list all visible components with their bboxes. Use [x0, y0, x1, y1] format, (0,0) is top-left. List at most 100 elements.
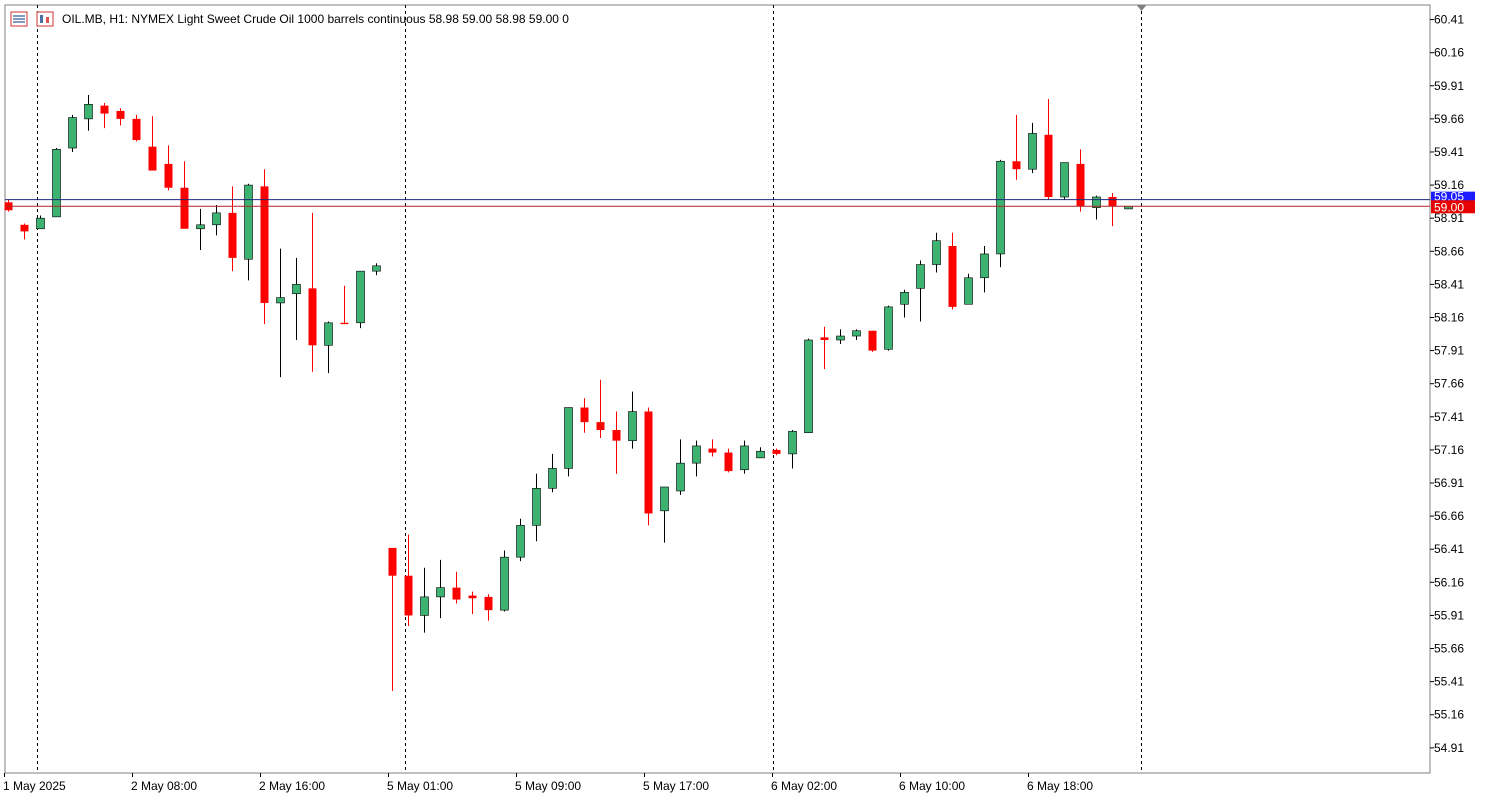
- candle-body: [660, 486, 669, 512]
- chart-header: OIL.MB, H1: NYMEX Light Sweet Crude Oil …: [10, 9, 569, 29]
- candle-body: [948, 245, 957, 307]
- time-tick-label: 5 May 09:00: [515, 779, 581, 793]
- candle-body: [244, 184, 253, 260]
- candle-body: [996, 160, 1005, 255]
- candle-body: [596, 422, 605, 431]
- candle-body: [132, 118, 141, 141]
- candle-body: [740, 445, 749, 471]
- candle-body: [228, 212, 237, 258]
- candle-body: [1012, 161, 1021, 170]
- price-tick-label: 57.16: [1434, 443, 1464, 457]
- price-tick-label: 55.16: [1434, 708, 1464, 722]
- shift-marker-triangle: [1136, 5, 1147, 11]
- time-axis[interactable]: 1 May 2025 2 May 08:00 2 May 16:00 5 May 01…: [3, 773, 1093, 793]
- candle-body: [308, 288, 317, 346]
- candle-body: [532, 488, 541, 526]
- candle-body: [1076, 163, 1085, 207]
- bid-price-label: 59.00: [1434, 200, 1464, 214]
- price-tick-label: 57.41: [1434, 410, 1464, 424]
- candle-body: [676, 462, 685, 492]
- candle-body: [612, 430, 621, 441]
- candle-body: [916, 264, 925, 289]
- price-tick-label: 56.66: [1434, 509, 1464, 523]
- time-tick-label: 5 May 01:00: [387, 779, 453, 793]
- time-tick-label: 1 May 2025: [3, 779, 66, 793]
- candle-body: [964, 277, 973, 305]
- ask-price-box: [1431, 191, 1475, 202]
- candle-body: [548, 468, 557, 489]
- candle-body: [1044, 134, 1053, 197]
- candle-body: [516, 525, 525, 558]
- candle-body: [356, 270, 365, 324]
- candle-body: [980, 253, 989, 279]
- candle-body: [820, 337, 829, 341]
- candle-body: [196, 224, 205, 230]
- time-tick-label: 2 May 16:00: [259, 779, 325, 793]
- candle-body: [772, 449, 781, 454]
- price-tick-label: 59.91: [1434, 79, 1464, 93]
- candle-body: [116, 110, 125, 119]
- candle-body: [100, 105, 109, 114]
- candle-body: [628, 411, 637, 441]
- time-tick-label: 5 May 17:00: [643, 779, 709, 793]
- chart-shift-marker: [1136, 5, 1147, 11]
- candle-body: [260, 186, 269, 303]
- price-tick-label: 56.16: [1434, 575, 1464, 589]
- candle-body: [372, 265, 381, 272]
- time-tick-label: 2 May 08:00: [131, 779, 197, 793]
- price-tick-label: 60.41: [1434, 13, 1464, 27]
- time-tick-label: 6 May 10:00: [899, 779, 965, 793]
- candle-body: [788, 431, 797, 455]
- candle-body: [724, 452, 733, 472]
- ask-price-label: 59.05: [1434, 190, 1464, 204]
- candle-body: [436, 587, 445, 598]
- price-tick-label: 59.41: [1434, 145, 1464, 159]
- candles-layer: [4, 95, 1133, 691]
- price-tick-label: 56.41: [1434, 542, 1464, 556]
- candle-body: [420, 596, 429, 616]
- price-lines: [5, 199, 1430, 207]
- candle-body: [68, 117, 77, 149]
- candle-body: [148, 146, 157, 171]
- candle-body: [900, 292, 909, 305]
- candle-body: [500, 556, 509, 611]
- candle-body: [884, 306, 893, 350]
- price-tick-label: 55.66: [1434, 642, 1464, 656]
- candle-body: [212, 212, 221, 226]
- candle-body: [836, 335, 845, 341]
- time-tick-label: 6 May 02:00: [771, 779, 837, 793]
- candle-body: [564, 407, 573, 469]
- price-tick-label: 58.41: [1434, 277, 1464, 291]
- candle-body: [1108, 197, 1117, 207]
- chart-properties-icon[interactable]: [36, 11, 54, 27]
- price-tick-label: 58.66: [1434, 244, 1464, 258]
- candle-body: [84, 104, 93, 120]
- period-separators: [37, 5, 1142, 773]
- price-tick-label: 59.16: [1434, 178, 1464, 192]
- candle-body: [644, 411, 653, 514]
- price-tick-label: 55.91: [1434, 608, 1464, 622]
- plot-frame: [4, 4, 1431, 774]
- price-axis[interactable]: 60.41 60.16 59.91 59.66 59.41 59.16 58.91 58.66…: [1430, 13, 1475, 755]
- candle-body: [756, 450, 765, 459]
- candle-body: [868, 330, 877, 351]
- candle-body: [468, 595, 477, 599]
- candle-body: [164, 163, 173, 188]
- price-tick-label: 56.91: [1434, 476, 1464, 490]
- price-tick-label: 57.66: [1434, 377, 1464, 391]
- candle-body: [852, 330, 861, 337]
- candle-body: [340, 322, 349, 325]
- bid-price-box: [1431, 200, 1475, 214]
- candle-body: [932, 240, 941, 265]
- price-tick-label: 58.16: [1434, 310, 1464, 324]
- candle-body: [1028, 133, 1037, 170]
- price-tick-label: 58.91: [1434, 211, 1464, 225]
- candle-body: [484, 596, 493, 611]
- candle-body: [276, 297, 285, 304]
- candle-body: [804, 339, 813, 433]
- candle-body: [36, 217, 45, 230]
- price-tick-label: 59.66: [1434, 112, 1464, 126]
- market-watch-icon[interactable]: [10, 11, 28, 27]
